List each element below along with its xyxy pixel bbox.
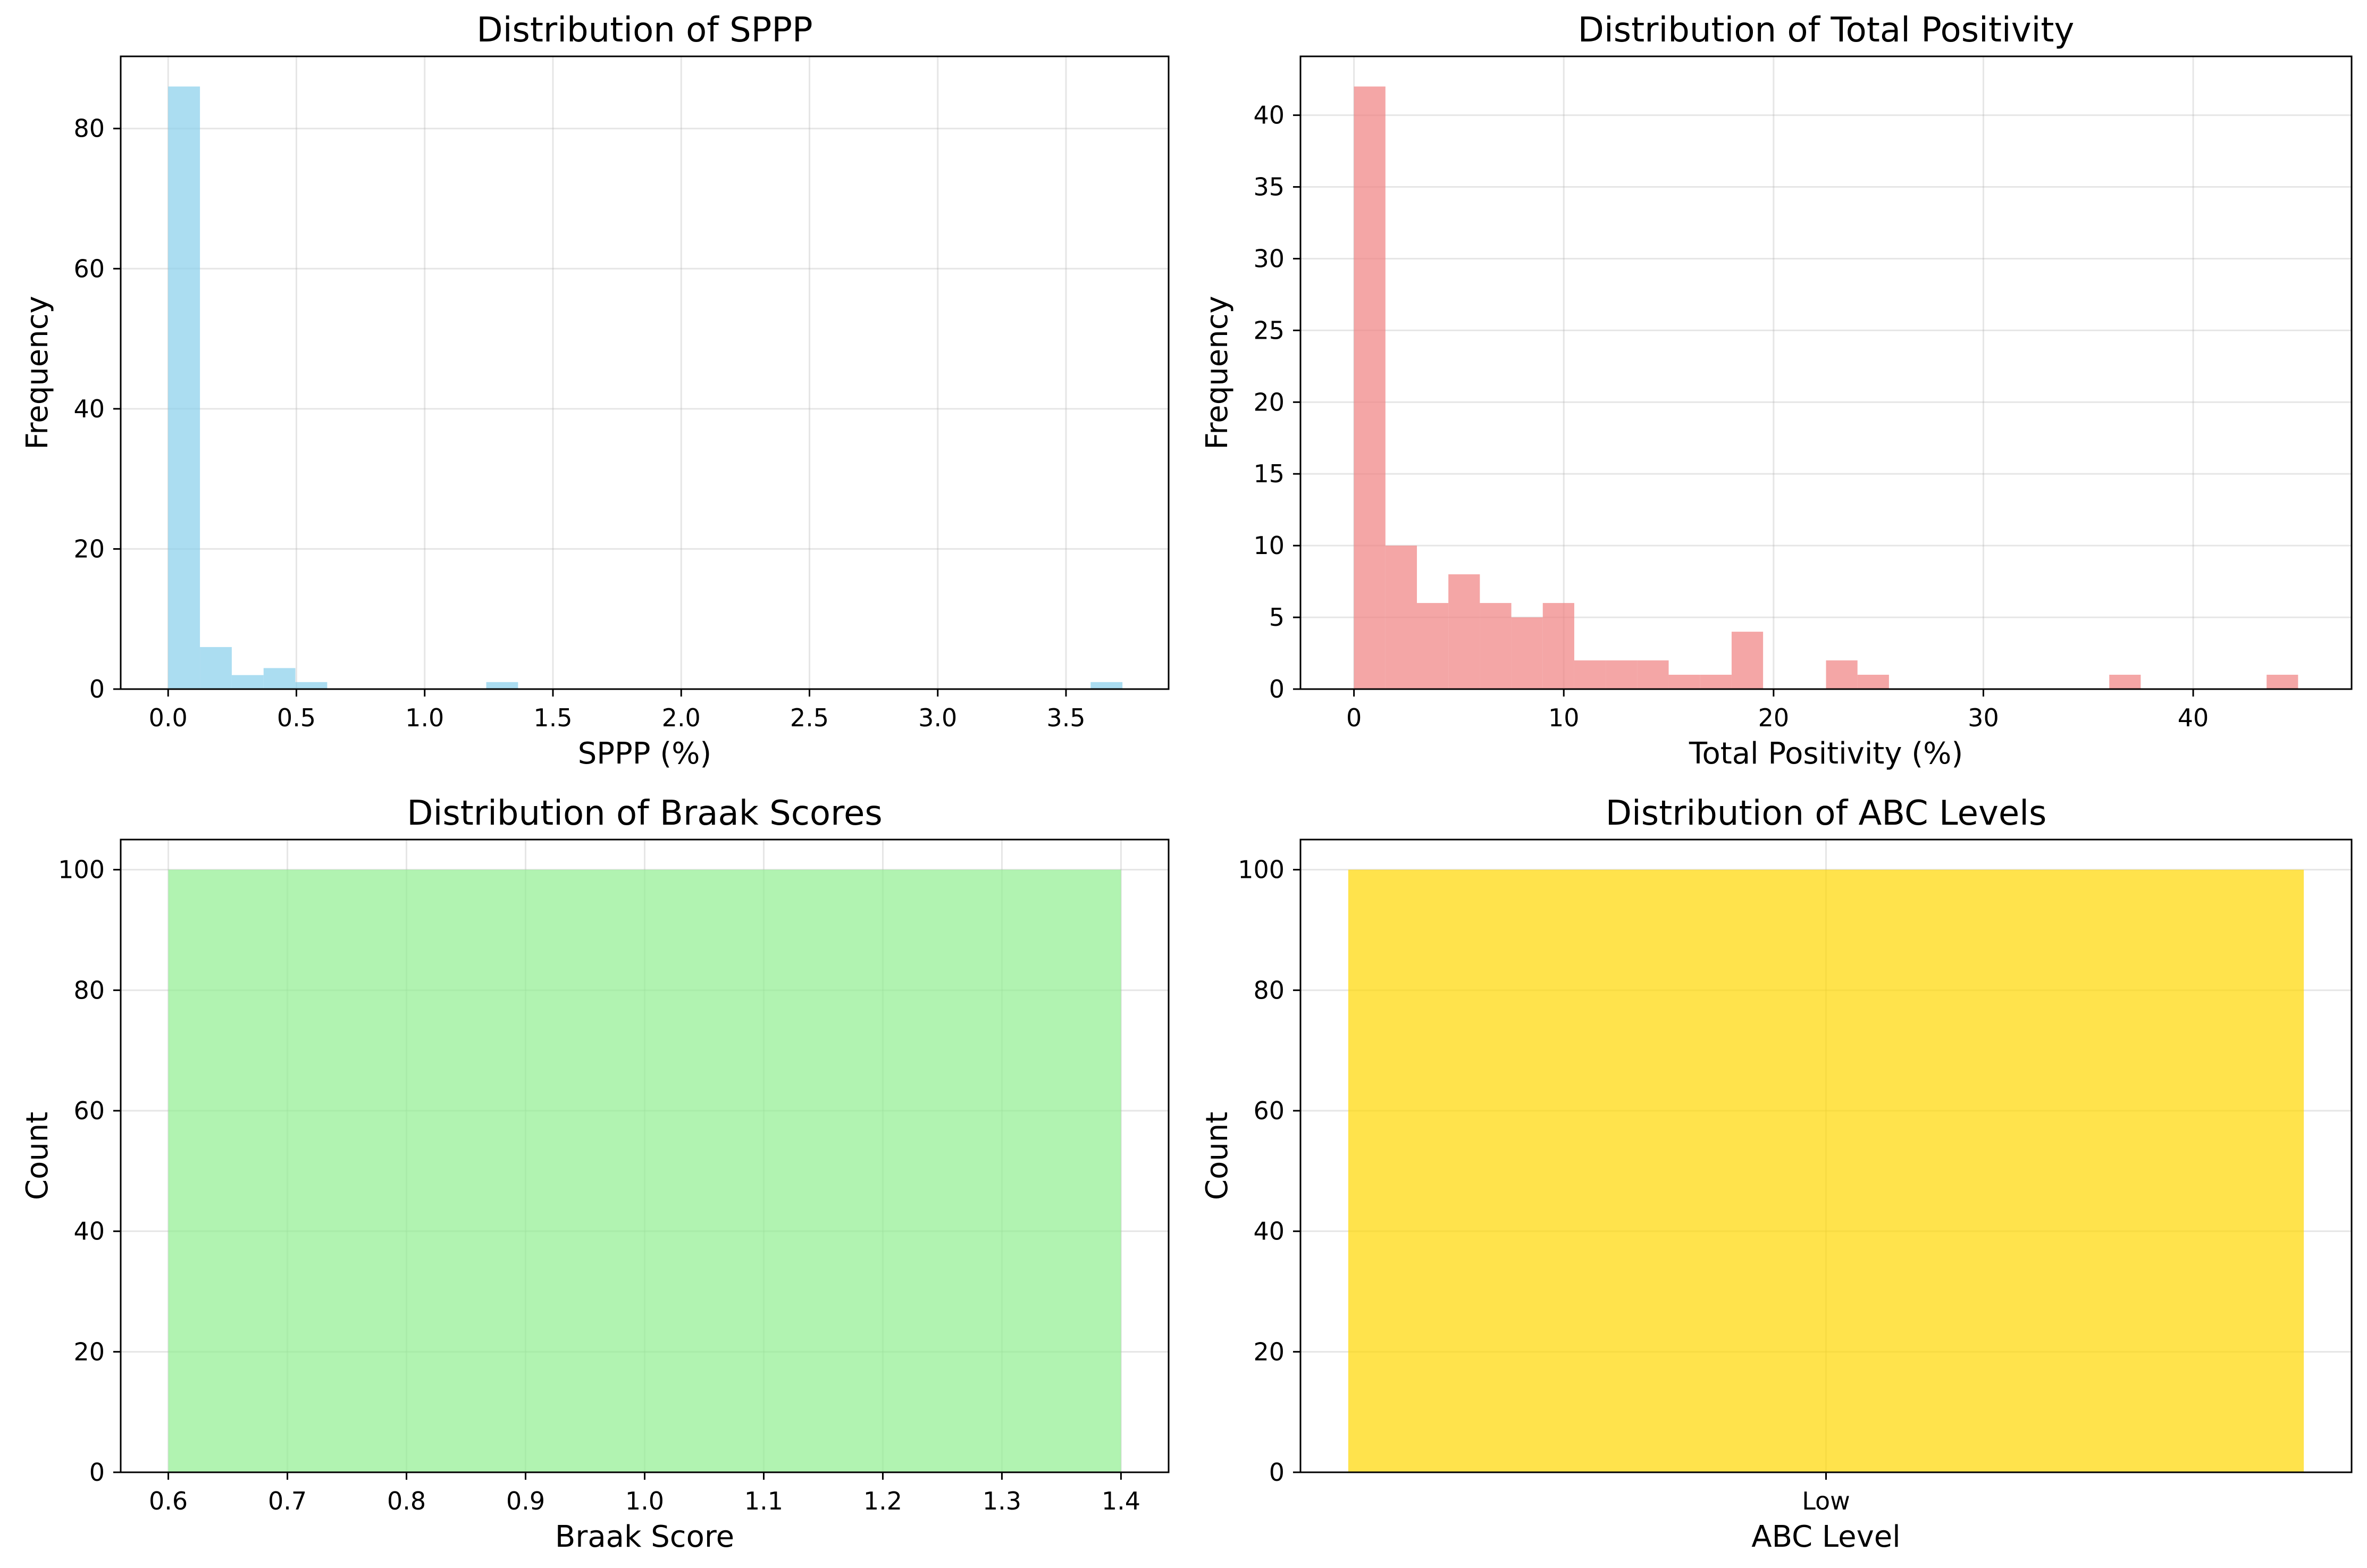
histogram-bar <box>2267 675 2298 689</box>
x-tick-label: 0.7 <box>268 1487 307 1515</box>
y-tick-label: 40 <box>73 1217 105 1246</box>
y-tick-label: 5 <box>1269 603 1285 632</box>
chart-title: Distribution of SPPP <box>476 11 812 50</box>
chart-title: Distribution of Total Positivity <box>1578 11 2075 50</box>
x-tick-label: 30 <box>1968 703 1999 732</box>
axes-frame <box>120 55 1170 690</box>
x-axis-label: Braak Score <box>555 1520 734 1554</box>
x-tick-label: 1.2 <box>863 1487 902 1515</box>
x-tick-label: 1.3 <box>983 1487 1021 1515</box>
histogram-bar <box>1354 86 1386 690</box>
y-axis-label: Count <box>20 1112 55 1200</box>
chart-4: Low 0 20 40 60 80 100 Distribution of ABC Level… <box>1200 794 2353 1554</box>
y-tick-label: 60 <box>73 1096 105 1125</box>
histogram-bar <box>2109 675 2141 689</box>
x-axis-label: ABC Level <box>1751 1520 1900 1554</box>
axes-frame <box>1299 55 2353 690</box>
y-tick-label: 20 <box>1253 388 1285 416</box>
histogram-bar <box>1511 617 1543 689</box>
y-tick-label: 25 <box>1253 316 1285 345</box>
histogram-bar <box>1826 660 1858 689</box>
x-tick-label: 40 <box>2178 703 2209 732</box>
histogram-bar <box>1731 632 1764 689</box>
x-tick-label: 0.5 <box>277 703 316 732</box>
chart-3: 0.6 0.7 0.8 0.9 1.0 1.1 1.2 1.3 1.4 0 20 40 60 80 100 D… <box>20 794 1170 1554</box>
y-tick-label: 60 <box>73 254 105 283</box>
x-axis-label: SPPP (%) <box>578 736 712 771</box>
histogram-bar <box>1606 660 1638 689</box>
chart-title: Distribution of ABC Levels <box>1606 794 2047 833</box>
y-tick-label: 15 <box>1253 459 1285 488</box>
x-tick-label: 0.6 <box>149 1487 188 1515</box>
x-tick-label: 1.5 <box>533 703 572 732</box>
y-tick-label: 0 <box>1269 675 1285 703</box>
x-tick-label: 2.0 <box>662 703 701 732</box>
histogram-bar <box>1637 660 1669 689</box>
histogram-bar <box>486 682 518 689</box>
histogram-bar <box>1542 603 1574 689</box>
y-axis-label: Count <box>1200 1112 1235 1200</box>
x-tick-label: 20 <box>1758 703 1790 732</box>
y-tick-label: 80 <box>1253 976 1285 1004</box>
x-tick-label: 3.5 <box>1046 703 1085 732</box>
y-tick-label: 60 <box>1253 1096 1285 1125</box>
y-axis-label: Frequency <box>20 296 55 449</box>
y-axis-label: Frequency <box>1200 296 1235 449</box>
chart-1: 0.0 0.5 1.0 1.5 2.0 2.5 3.0 3.5 0 20 40 60 80 Distrib… <box>20 11 1170 771</box>
histogram-bar <box>1857 675 1889 689</box>
chart-title: Distribution of Braak Scores <box>407 794 882 833</box>
x-tick-label: 0.9 <box>506 1487 545 1515</box>
x-tick-label: 1.4 <box>1102 1487 1140 1515</box>
y-tick-label: 35 <box>1253 173 1285 202</box>
histogram-bar <box>231 675 264 689</box>
y-tick-label: 40 <box>1253 1217 1285 1246</box>
x-axis-label: Total Positivity (%) <box>1689 736 1963 771</box>
y-tick-label: 0 <box>89 1458 105 1487</box>
y-tick-label: 0 <box>89 675 105 703</box>
histogram-bar <box>1448 574 1480 689</box>
histogram-bar <box>1574 660 1606 689</box>
x-tick-label: 0.0 <box>149 703 188 732</box>
x-tick-label: 3.0 <box>918 703 957 732</box>
histogram-bar <box>263 668 296 689</box>
histogram-bar <box>1480 603 1512 689</box>
histogram-bar <box>168 869 1121 1472</box>
x-tick-label: 2.5 <box>790 703 829 732</box>
x-tick-label: 0.8 <box>387 1487 426 1515</box>
y-tick-label: 100 <box>58 856 105 884</box>
y-tick-label: 10 <box>1253 531 1285 560</box>
x-tick-label: 1.0 <box>405 703 444 732</box>
y-tick-label: 100 <box>1238 856 1285 884</box>
histogram-bar <box>200 647 232 689</box>
chart-2: 0 10 20 30 40 0 5 10 15 20 25 30 35 40 Distribution of… <box>1200 11 2353 771</box>
x-tick-label: 1.0 <box>625 1487 664 1515</box>
histogram-bar <box>1090 682 1123 689</box>
y-tick-label: 20 <box>1253 1337 1285 1366</box>
y-tick-label: 20 <box>73 534 105 563</box>
y-tick-label: 40 <box>1253 101 1285 130</box>
category-bar <box>1348 869 2304 1472</box>
histogram-bar <box>1700 675 1732 689</box>
y-tick-label: 30 <box>1253 244 1285 273</box>
histogram-bar <box>1417 603 1449 689</box>
x-tick-label: 0 <box>1346 703 1362 732</box>
y-tick-label: 0 <box>1269 1458 1285 1487</box>
histogram-bar <box>168 86 200 690</box>
y-tick-label: 40 <box>73 395 105 423</box>
histogram-bar <box>1385 546 1417 689</box>
y-tick-label: 80 <box>73 976 105 1004</box>
x-tick-label: 1.1 <box>744 1487 783 1515</box>
histogram-bar <box>295 682 328 689</box>
y-tick-label: 80 <box>73 114 105 143</box>
x-tick-label: 10 <box>1548 703 1580 732</box>
y-tick-label: 20 <box>73 1337 105 1366</box>
histogram-bar <box>1668 675 1700 689</box>
x-tick-label: Low <box>1802 1487 1850 1515</box>
